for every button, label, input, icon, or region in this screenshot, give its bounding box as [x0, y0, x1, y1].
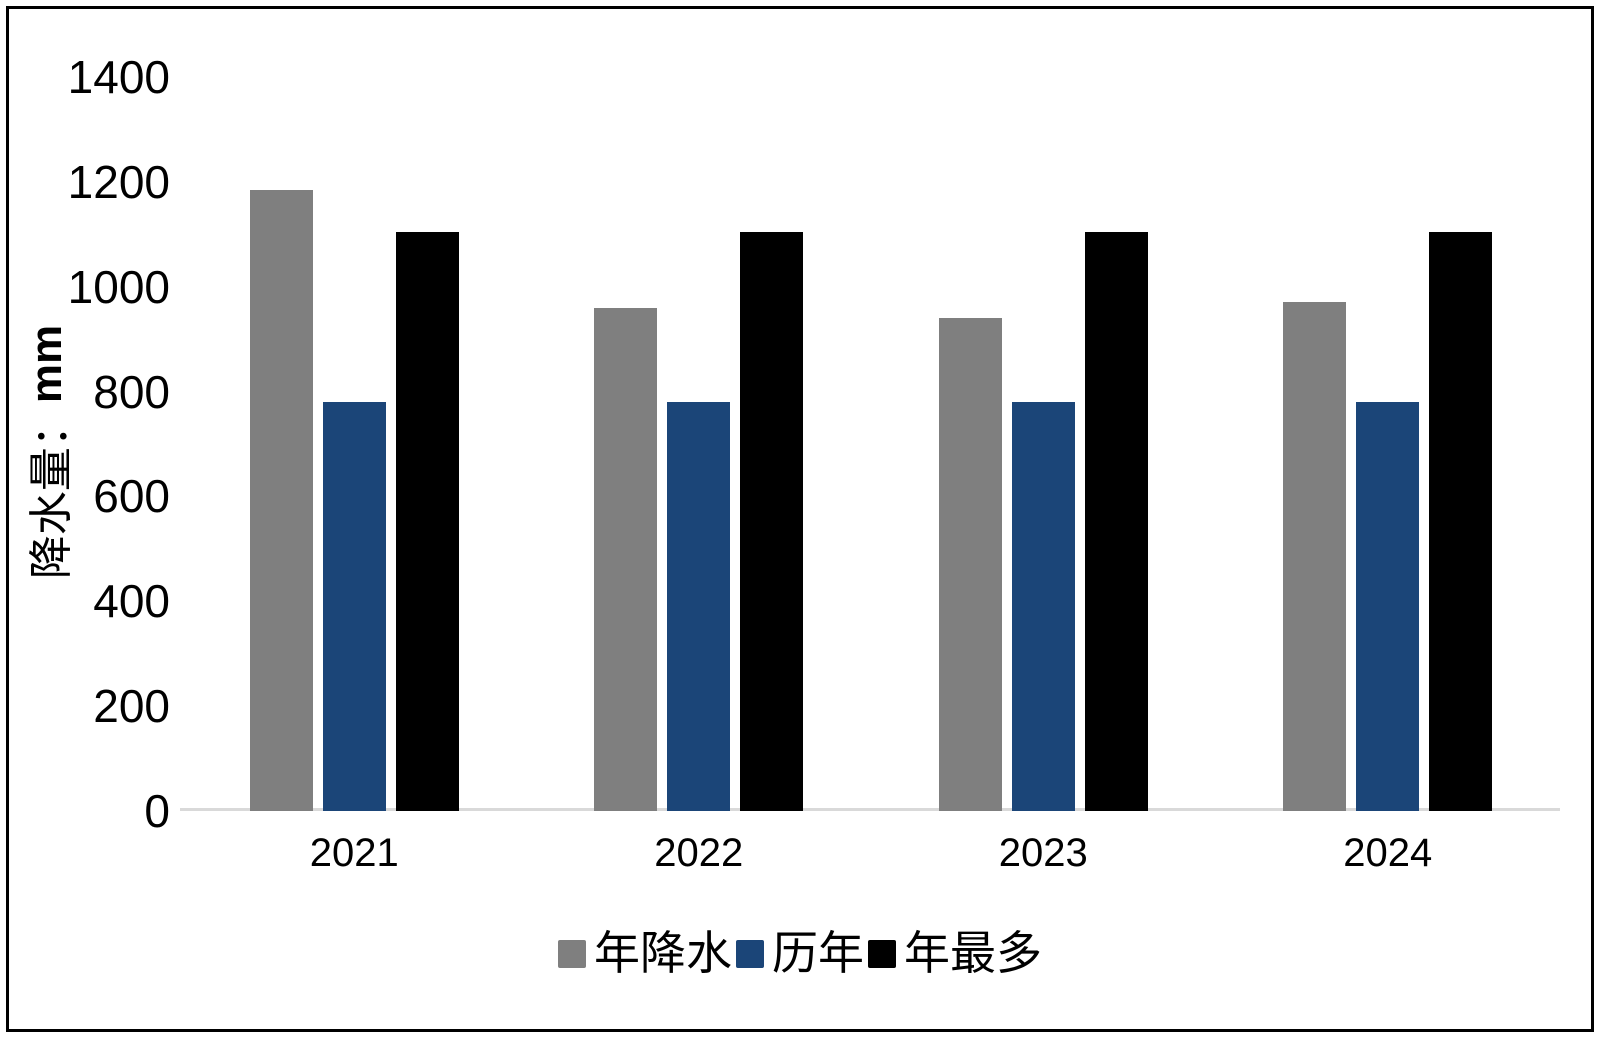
bar-group-2021 — [249, 189, 459, 811]
legend-label-series2: 历年 — [772, 928, 864, 979]
bar-2023-series2 — [1011, 402, 1075, 811]
bar-2024-series2 — [1356, 402, 1420, 811]
y-tick-label-1200: 1200 — [67, 155, 170, 208]
bar-chart: 降水量： mm 0 200 400 600 800 1000 1200 1400 2021 20… — [9, 9, 1591, 1029]
y-tick-label-800: 800 — [93, 365, 170, 418]
plot-area — [180, 77, 1560, 811]
x-axis-line — [180, 808, 1560, 811]
bar-2024-series1 — [1283, 302, 1347, 811]
bar-2022-series1 — [594, 307, 658, 811]
legend-item-series3: 年最多 — [868, 929, 1042, 979]
x-axis-labels: 2021 2022 2023 2024 — [182, 831, 1560, 875]
legend-item-series1: 年降水 — [558, 929, 732, 979]
bar-2024-series3 — [1429, 231, 1493, 811]
y-tick-label-600: 600 — [93, 470, 170, 523]
bar-2022-series3 — [740, 231, 804, 811]
y-tick-label-1000: 1000 — [67, 260, 170, 313]
bar-2021-series1 — [249, 189, 313, 811]
y-tick-label-1400: 1400 — [67, 51, 170, 103]
chart-frame: 降水量： mm 0 200 400 600 800 1000 1200 1400 2021 20… — [6, 6, 1594, 1032]
y-tick-label-400: 400 — [93, 575, 170, 628]
legend-swatch-series3 — [868, 940, 896, 968]
x-label-2021: 2021 — [309, 831, 399, 875]
bar-group-2022 — [594, 231, 804, 811]
legend-label-series3: 年最多 — [904, 928, 1042, 979]
bar-group-2023 — [938, 231, 1148, 811]
legend-swatch-series1 — [558, 940, 586, 968]
x-label-2024: 2024 — [1343, 831, 1433, 875]
x-label-2022: 2022 — [654, 831, 744, 875]
legend-swatch-series2 — [736, 940, 764, 968]
y-axis-tick-labels: 0 200 400 600 800 1000 1200 1400 — [9, 9, 170, 1029]
bar-2021-series2 — [322, 402, 386, 811]
bar-2023-series1 — [938, 318, 1002, 811]
legend-item-series2: 历年 — [736, 929, 864, 979]
y-tick-label-200: 200 — [93, 680, 170, 733]
y-tick-label-0: 0 — [144, 785, 170, 837]
x-label-2023: 2023 — [998, 831, 1088, 875]
bar-2023-series3 — [1084, 231, 1148, 811]
chart-legend: 年降水 历年 年最多 — [9, 929, 1591, 979]
bar-group-2024 — [1283, 231, 1493, 811]
bar-2021-series3 — [395, 231, 459, 811]
legend-label-series1: 年降水 — [594, 928, 732, 979]
bar-2022-series2 — [667, 402, 731, 811]
